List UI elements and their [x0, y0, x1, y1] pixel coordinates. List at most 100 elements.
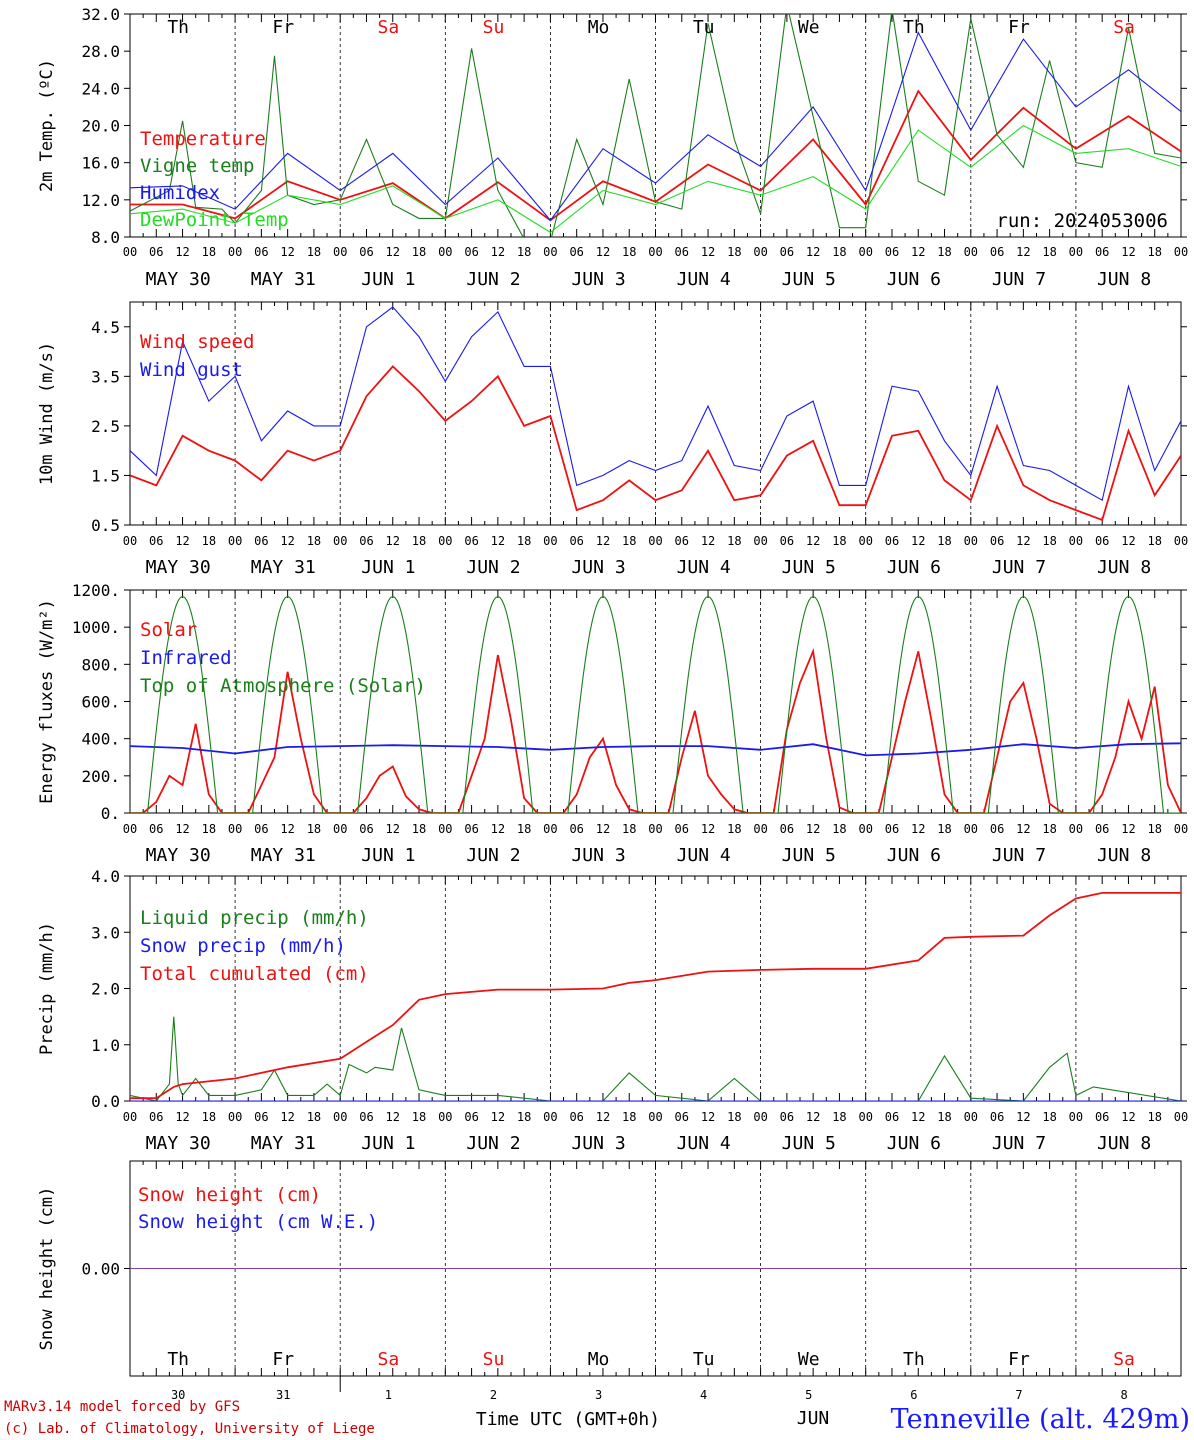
- energy-hour-label: 06: [464, 822, 478, 836]
- wind-hour-label: 00: [858, 534, 872, 548]
- energy-hour-label: 00: [1069, 822, 1083, 836]
- wind-hour-label: 12: [911, 534, 925, 548]
- wind-hour-label: 06: [359, 534, 373, 548]
- precip-hour-label: 06: [675, 1110, 689, 1124]
- temp-hour-label: 12: [386, 245, 400, 259]
- energy-hour-label: 06: [149, 822, 163, 836]
- precip-hour-label: 00: [964, 1110, 978, 1124]
- temp-y-axis-label: 2m Temp. (ºC): [37, 59, 57, 192]
- energy-hour-label: 06: [675, 822, 689, 836]
- weekday-label-bottom: Th: [167, 1349, 189, 1370]
- wind-hour-label: 12: [280, 534, 294, 548]
- precip-hour-label: 18: [832, 1110, 846, 1124]
- footer-model-text: MARv3.14 model forced by GFS: [4, 1399, 240, 1415]
- precip-legend-item: Snow precip (mm/h): [140, 935, 346, 957]
- energy-hour-label: 00: [543, 822, 557, 836]
- temp-legend-item: Temperature: [140, 128, 266, 150]
- temp-hour-label: 12: [806, 245, 820, 259]
- wind-hour-label: 18: [1042, 534, 1056, 548]
- weekday-label-top: Mo: [588, 17, 610, 38]
- energy-ytick-label: 800.: [81, 655, 120, 674]
- energy-date-label: JUN 1: [361, 845, 415, 866]
- precip-hour-label: 06: [990, 1110, 1004, 1124]
- energy-hour-label: 12: [175, 822, 189, 836]
- wind-hour-label: 06: [149, 534, 163, 548]
- temp-date-label: JUN 2: [466, 269, 520, 290]
- weekday-label-top: Th: [903, 17, 925, 38]
- temp-legend-item: DewPoint Temp: [140, 209, 289, 231]
- energy-hour-label: 12: [806, 822, 820, 836]
- temp-hour-label: 18: [1042, 245, 1056, 259]
- wind-hour-label: 06: [254, 534, 268, 548]
- day-number-label: 2: [490, 1388, 497, 1402]
- wind-hour-label: 00: [228, 534, 242, 548]
- temp-ytick-label: 24.0: [81, 79, 120, 98]
- wind-hour-label: 06: [780, 534, 794, 548]
- wind-legend-item: Wind gust: [140, 359, 243, 381]
- energy-series-group: [130, 595, 1181, 813]
- wind-ytick-label: 3.5: [91, 367, 120, 386]
- wind-hour-label: 06: [464, 534, 478, 548]
- precip-hour-label: 06: [1095, 1110, 1109, 1124]
- wind-panel: 10m Wind (m/s) 0.5 1.5 2.5 3.5 4.5 00 06 12 18 00 0…: [37, 301, 1188, 578]
- day-number-label: 6: [910, 1388, 917, 1402]
- temp-hour-label: 12: [491, 245, 505, 259]
- wind-hour-label: 12: [491, 534, 505, 548]
- day-number-label: 7: [1015, 1388, 1022, 1402]
- wind-date-label: JUN 2: [466, 557, 520, 578]
- precip-hour-label: 18: [517, 1110, 531, 1124]
- precip-ytick-label: 3.0: [91, 923, 120, 942]
- temp-hour-label: 00: [1174, 245, 1188, 259]
- temp-legend-item: Vigne temp: [140, 155, 254, 177]
- precip-hour-label: 12: [386, 1110, 400, 1124]
- temp-series-group: [130, 14, 1181, 237]
- footer-copyright-text: (c) Lab. of Climatology, University of L…: [4, 1421, 375, 1437]
- wind-date-label: JUN 8: [1097, 557, 1151, 578]
- precip-hour-label: 00: [333, 1110, 347, 1124]
- temp-hour-label: 12: [280, 245, 294, 259]
- wind-ytick-label: 4.5: [91, 318, 120, 337]
- energy-hour-label: 18: [622, 822, 636, 836]
- energy-legend-item: Infrared: [140, 647, 232, 669]
- temp-date-label: MAY 30: [146, 269, 211, 290]
- energy-hour-label: 12: [1121, 822, 1135, 836]
- temp-hour-label: 00: [858, 245, 872, 259]
- precip-hour-label: 00: [753, 1110, 767, 1124]
- temp-hour-label: 00: [648, 245, 662, 259]
- weekday-label-top: Tu: [693, 17, 715, 38]
- energy-hour-label: 06: [885, 822, 899, 836]
- wind-hour-label: 12: [596, 534, 610, 548]
- wind-date-label: JUN 6: [887, 557, 941, 578]
- temp-hour-label: 00: [438, 245, 452, 259]
- wind-hour-label: 06: [675, 534, 689, 548]
- precip-date-label: JUN 5: [782, 1133, 836, 1154]
- day-number-label: 1: [385, 1388, 392, 1402]
- energy-date-label: JUN 5: [782, 845, 836, 866]
- weekday-label-top: We: [798, 17, 820, 38]
- wind-hour-label: 18: [1147, 534, 1161, 548]
- energy-panel: Energy fluxes (W/m²) 0. 200. 400. 600. 800. 10…: [37, 581, 1188, 866]
- energy-hour-label: 12: [386, 822, 400, 836]
- temp-hour-label: 00: [543, 245, 557, 259]
- temp-hour-label: 00: [333, 245, 347, 259]
- snow-ytick-label: 0.00: [81, 1260, 120, 1279]
- temp-ytick-label: 8.0: [91, 228, 120, 247]
- temp-hour-label: 06: [885, 245, 899, 259]
- wind-hour-label: 00: [648, 534, 662, 548]
- precip-hour-label: 18: [1042, 1110, 1056, 1124]
- temp-ytick-label: 20.0: [81, 117, 120, 136]
- energy-hour-label: 00: [648, 822, 662, 836]
- temp-hour-label: 18: [832, 245, 846, 259]
- energy-hour-label: 00: [333, 822, 347, 836]
- precip-hour-label: 12: [280, 1110, 294, 1124]
- energy-series-solar: [130, 647, 1181, 813]
- temp-hour-label: 00: [753, 245, 767, 259]
- precip-hour-label: 18: [202, 1110, 216, 1124]
- temp-hour-label: 12: [175, 245, 189, 259]
- precip-hour-label: 18: [622, 1110, 636, 1124]
- temp-series-dewpoint-temp: [130, 124, 1181, 234]
- weekday-label-top: Th: [167, 17, 189, 38]
- precip-hour-label: 18: [307, 1110, 321, 1124]
- temp-hour-label: 06: [464, 245, 478, 259]
- wind-date-label: JUN 4: [677, 557, 731, 578]
